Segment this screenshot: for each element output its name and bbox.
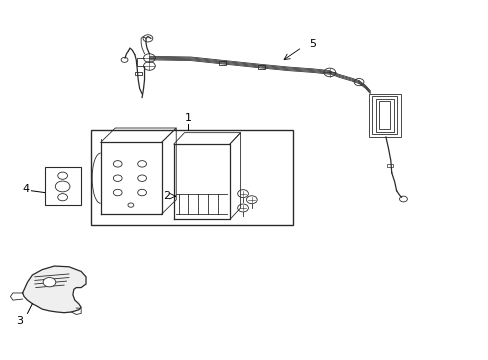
Text: 4: 4 (23, 184, 30, 194)
Bar (219, 61, 225, 65)
Bar (378, 102, 389, 130)
Text: 5: 5 (308, 39, 316, 49)
Bar (135, 72, 142, 75)
Bar (258, 64, 264, 69)
Circle shape (43, 278, 56, 287)
Text: 1: 1 (184, 113, 191, 123)
Bar (371, 96, 396, 134)
Text: 3: 3 (16, 316, 22, 326)
Text: 2: 2 (163, 191, 170, 201)
Bar (375, 99, 393, 132)
Bar (368, 94, 400, 137)
Bar (44, 167, 81, 205)
Bar (91, 130, 293, 225)
Polygon shape (22, 266, 86, 313)
Bar (386, 164, 392, 167)
